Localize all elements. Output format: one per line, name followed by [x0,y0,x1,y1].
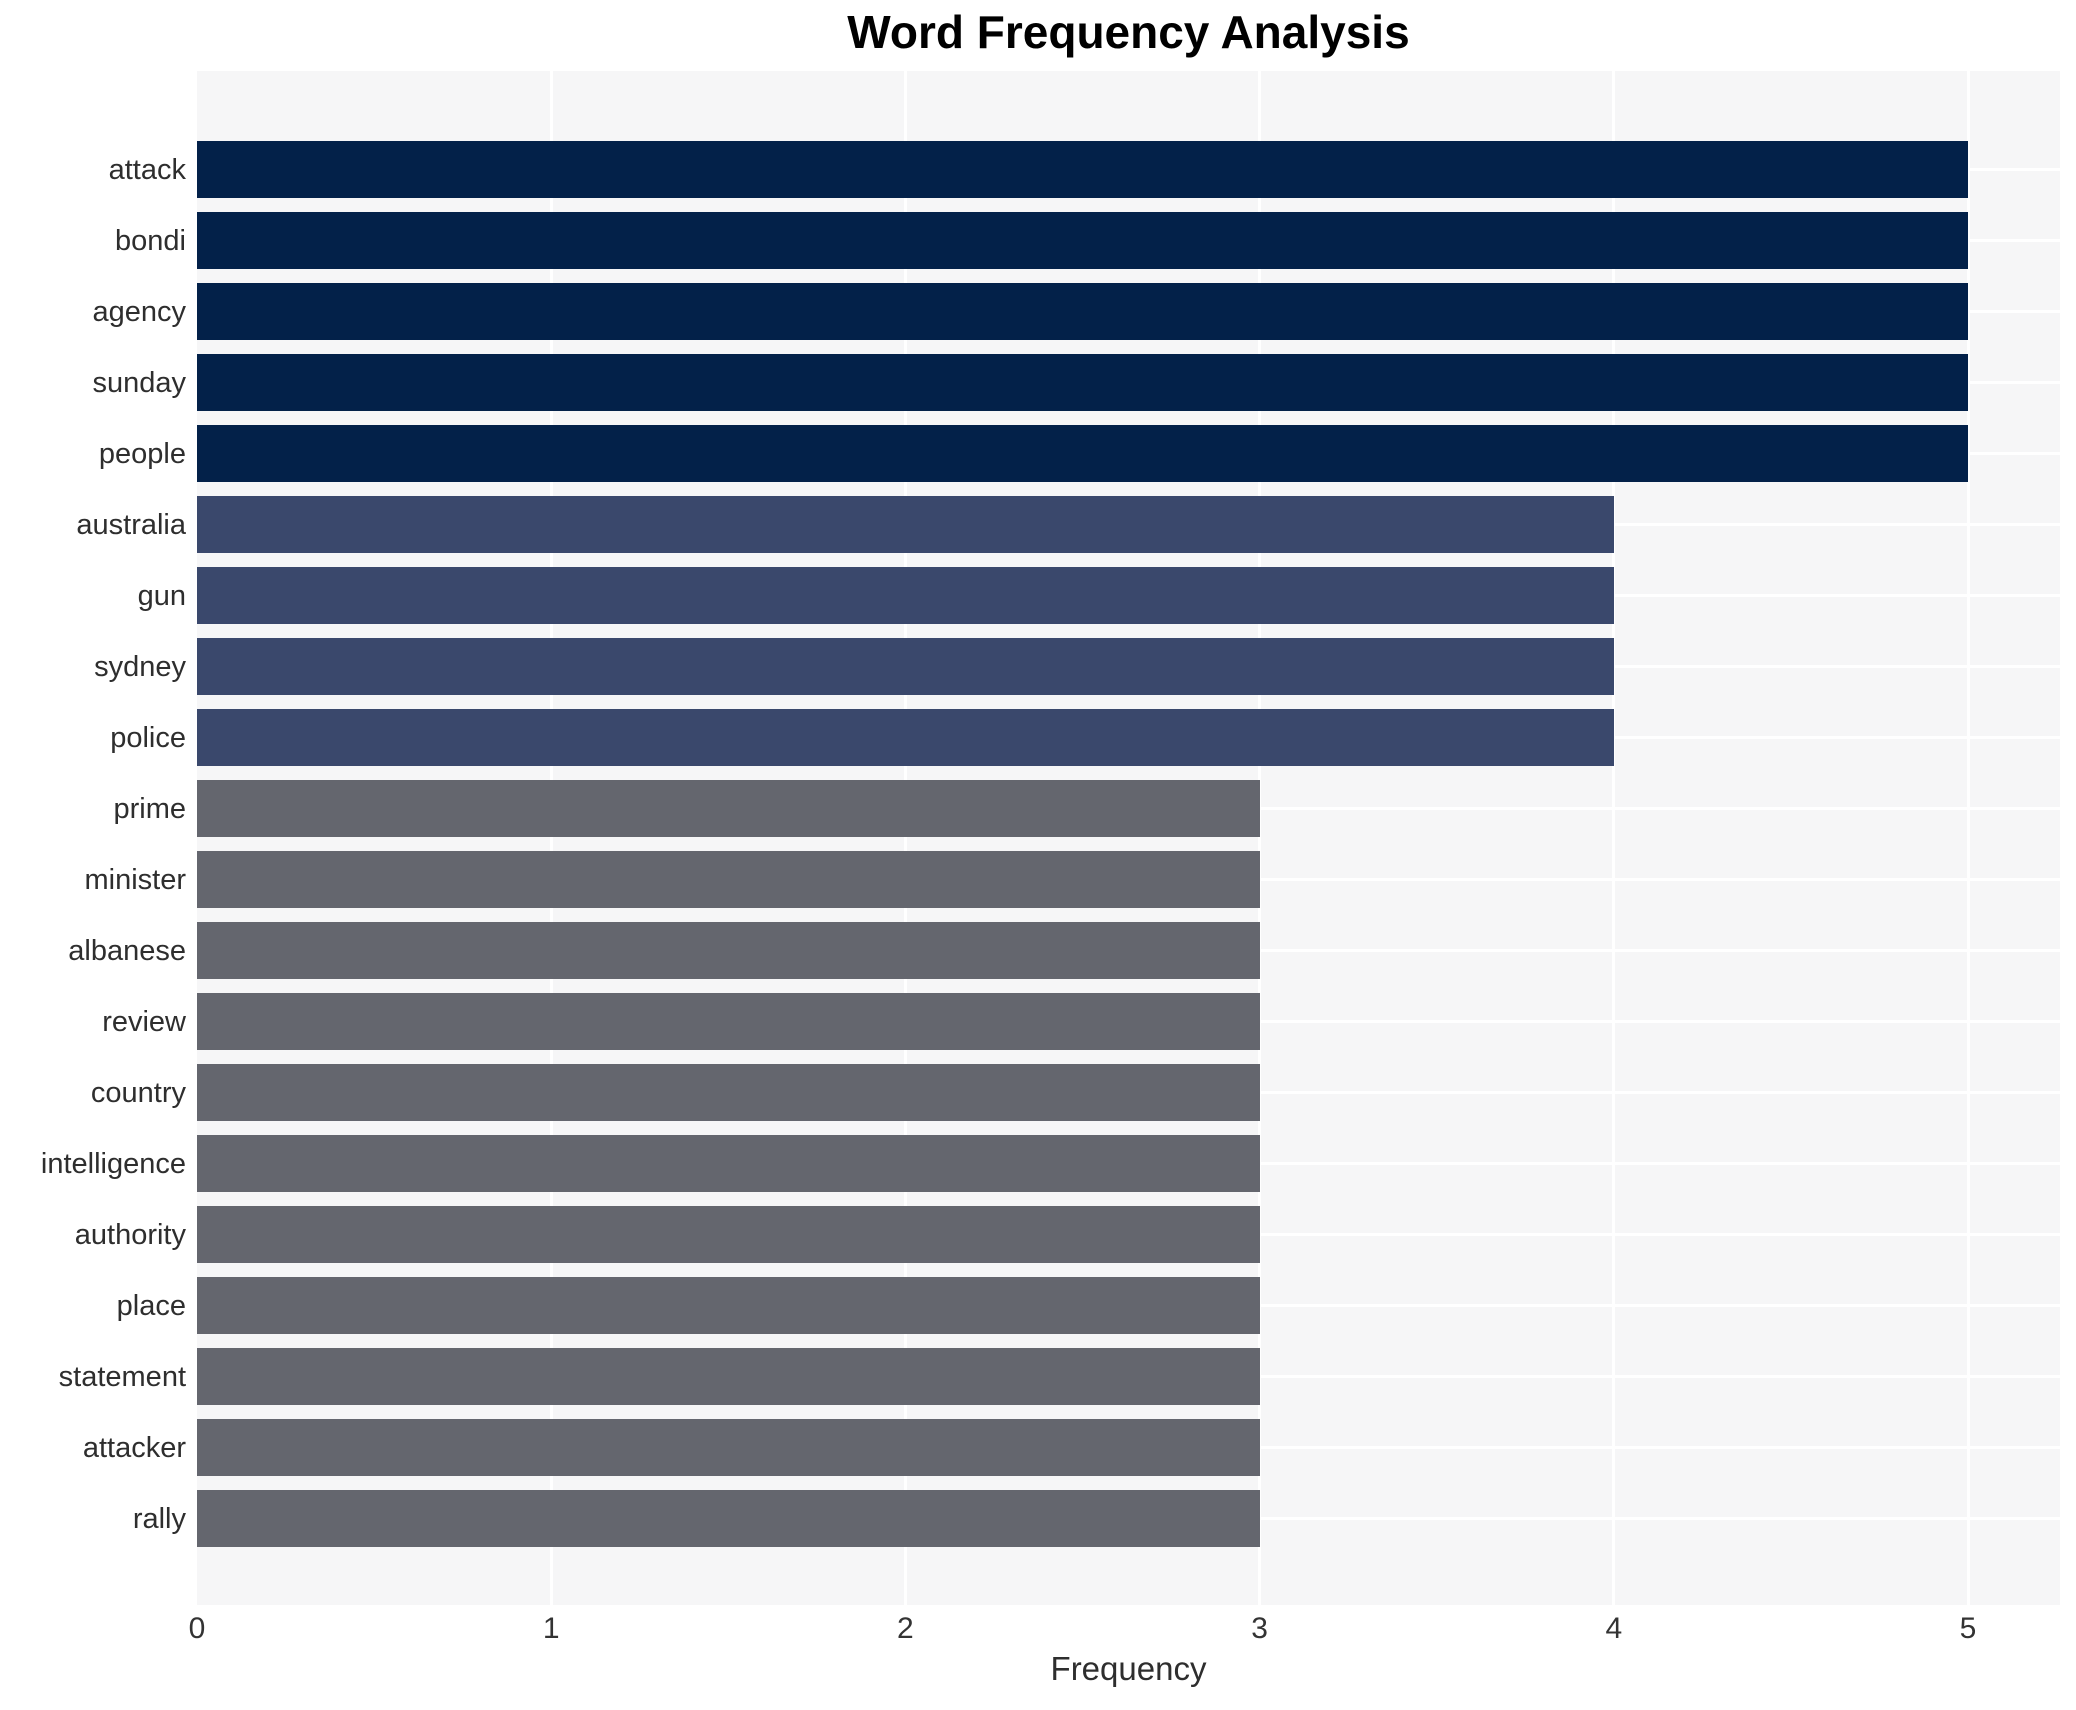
x-axis-title: Frequency [1050,1650,1207,1687]
bar-prime [197,780,1260,837]
y-tick-label-statement: statement [58,1360,186,1393]
bar-minister [197,851,1260,908]
bar-attack [197,141,1968,198]
bar-statement [197,1348,1260,1405]
bar-bondi [197,212,1968,269]
bar-australia [197,496,1614,553]
y-tick-label-sunday: sunday [92,366,186,399]
y-tick-label-country: country [90,1076,186,1109]
y-tick-label-place: place [116,1289,186,1322]
bar-sydney [197,638,1614,695]
x-tick-label-1: 1 [542,1612,560,1645]
bar-police [197,709,1614,766]
bar-country [197,1064,1260,1121]
y-tick-label-review: review [102,1005,186,1038]
bar-authority [197,1206,1260,1263]
y-tick-label-attacker: attacker [82,1431,186,1464]
bar-agency [197,283,1968,340]
y-tick-label-minister: minister [84,863,186,896]
x-tick-label-4: 4 [1605,1612,1623,1645]
y-tick-label-albanese: albanese [68,934,186,967]
x-tick-label-5: 5 [1959,1612,1977,1645]
x-gridline-5 [1966,71,1970,1605]
bar-review [197,993,1260,1050]
x-gridline-2 [903,71,907,1605]
y-tick-label-intelligence: intelligence [40,1147,186,1180]
x-tick-label-3: 3 [1251,1612,1268,1645]
bar-albanese [197,922,1260,979]
x-gridline-1 [549,71,553,1605]
y-tick-label-agency: agency [92,295,186,328]
y-tick-label-sydney: sydney [94,650,186,683]
y-tick-label-authority: authority [74,1218,186,1251]
y-tick-label-australia: australia [76,508,186,541]
y-tick-label-bondi: bondi [115,224,186,257]
bar-rally [197,1490,1260,1547]
bar-sunday [197,354,1968,411]
y-tick-label-prime: prime [113,792,186,825]
y-tick-label-attack: attack [108,153,186,186]
x-tick-label-0: 0 [188,1612,206,1645]
bar-place [197,1277,1260,1334]
x-gridline-3 [1258,71,1262,1605]
x-tick-label-2: 2 [897,1612,914,1645]
bar-attacker [197,1419,1260,1476]
chart-title: Word Frequency Analysis [847,6,1410,58]
y-tick-label-police: police [110,721,186,754]
x-gridline-4 [1612,71,1616,1605]
bar-people [197,425,1968,482]
bar-intelligence [197,1135,1260,1192]
y-tick-label-rally: rally [132,1502,186,1535]
y-tick-label-people: people [98,437,186,470]
plot-area [197,71,2060,1605]
bar-gun [197,567,1614,624]
y-tick-label-gun: gun [137,579,186,612]
